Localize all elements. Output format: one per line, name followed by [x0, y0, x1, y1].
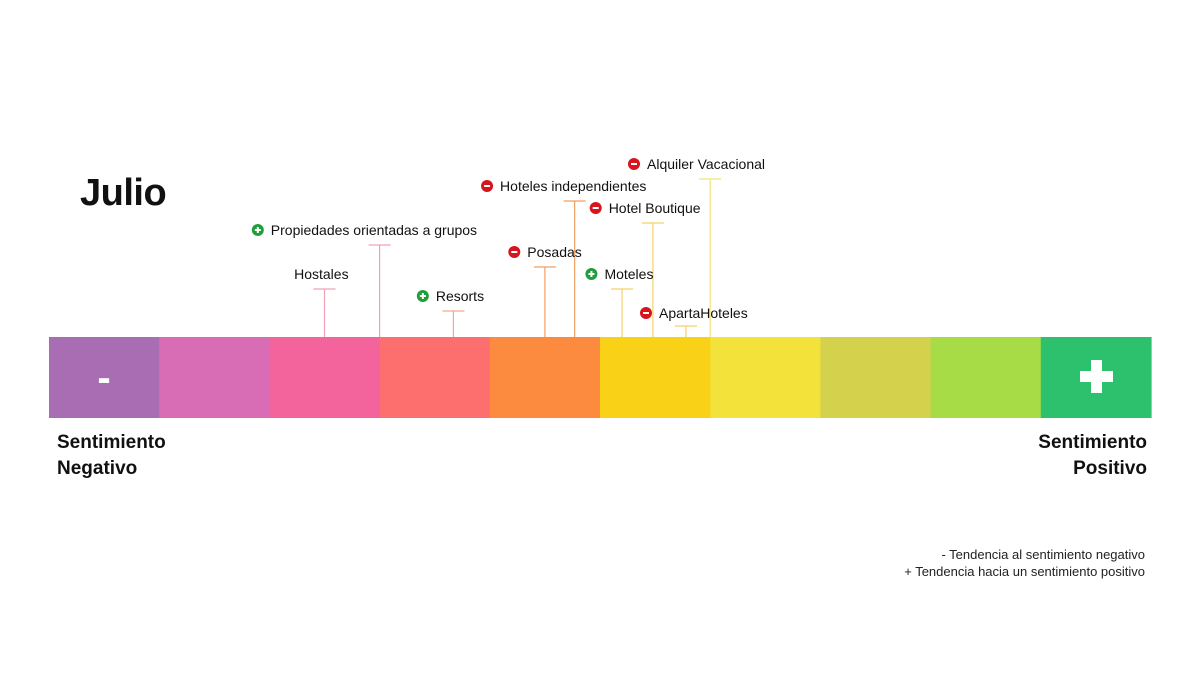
scale-segment-9: [930, 337, 1042, 418]
scale-segment-6: [600, 337, 711, 418]
item-label-hostales: Hostales: [294, 266, 348, 282]
item-label-moteles: Moteles: [604, 266, 653, 282]
scale-segment-3: [269, 337, 381, 418]
item-label-resorts: Resorts: [436, 288, 484, 304]
scale-segment-8: [820, 337, 932, 418]
trend-glyph-h: [484, 185, 491, 187]
negative-symbol: -: [97, 356, 110, 400]
item-label-hotel-boutique: Hotel Boutique: [609, 200, 701, 216]
scale-segment-5: [489, 337, 601, 418]
scale-segment-7: [710, 337, 821, 418]
plus-icon: [1080, 360, 1113, 393]
trend-glyph-v: [256, 227, 259, 233]
chart-title: Julio: [80, 172, 167, 214]
item-labels: Hostales Propiedades orientadas a grupos R…: [251, 156, 765, 321]
item-label-posadas: Posadas: [527, 244, 581, 260]
trend-glyph-h: [631, 163, 637, 165]
trend-glyph-v: [421, 293, 424, 299]
scale-segment-1: [49, 337, 160, 418]
scale-segment-4: [379, 337, 491, 418]
scale-segment-2: [159, 337, 270, 418]
legend-positive: + Tendencia hacia un sentimiento positiv…: [904, 564, 1145, 579]
trend-glyph-h: [511, 251, 518, 253]
item-stems: [313, 178, 722, 337]
sentiment-scale-bar: [49, 337, 1152, 418]
item-label-alquiler-vacacional: Alquiler Vacacional: [647, 156, 765, 172]
positive-sentiment-label: Sentimiento Positivo: [1038, 432, 1147, 479]
item-label-propiedades-orientadas-a-grupos: Propiedades orientadas a grupos: [271, 222, 477, 238]
legend-negative: - Tendencia al sentimiento negativo: [941, 547, 1145, 562]
item-label-hoteles-independientes: Hoteles independientes: [500, 178, 646, 194]
trend-glyph-h: [643, 312, 649, 314]
trend-glyph-h: [592, 207, 599, 209]
trend-glyph-v: [590, 271, 593, 277]
item-label-apartahoteles: ApartaHoteles: [659, 305, 748, 321]
negative-sentiment-label: Sentimiento Negativo: [57, 432, 166, 479]
legend: - Tendencia al sentimiento negativo + Te…: [904, 546, 1145, 580]
